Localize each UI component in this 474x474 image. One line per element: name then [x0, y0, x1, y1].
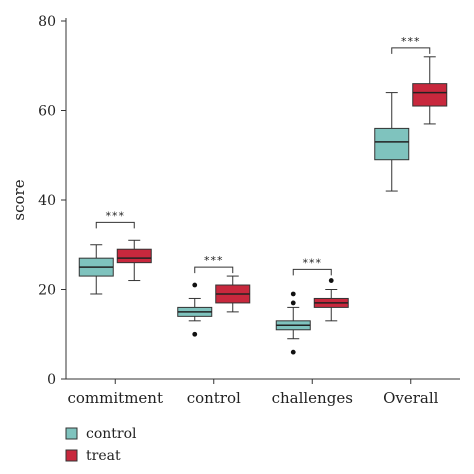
outlier-control-control-0 [192, 331, 198, 337]
x-tick-label-commitment: commitment [68, 389, 164, 407]
legend-label-control: control [86, 426, 137, 442]
significance-bracket-control [194, 266, 234, 274]
legend-label-treat: treat [86, 448, 121, 464]
significance-bracket-commitment [95, 221, 135, 229]
plot-area: 0 20 40 60 80 commitment control challenges Over… [38, 14, 460, 407]
significance-bracket-Overall [391, 47, 431, 54]
significance-label-challenges: *** [303, 256, 323, 269]
x-tick-label-control: control [187, 389, 241, 407]
y-tick-label-40: 40 [38, 193, 56, 209]
box-treat-commitment [116, 248, 152, 264]
x-tick-label-Overall: Overall [383, 389, 439, 407]
y-tick-label-0: 0 [47, 372, 56, 388]
significance-label-Overall: *** [401, 35, 421, 48]
box-treat-Overall [412, 83, 448, 107]
outlier-control-challenges-2 [290, 291, 296, 297]
outlier-control-challenges-0 [290, 349, 296, 355]
x-tick-label-challenges: challenges [272, 389, 353, 407]
y-axis-title: score [10, 179, 28, 220]
legend: control treat [65, 426, 137, 464]
outlier-treat-challenges-0 [328, 278, 334, 283]
legend-swatch-control [65, 427, 78, 440]
significance-label-control: *** [204, 254, 224, 267]
outlier-control-control-1 [192, 282, 198, 288]
y-tick-label-80: 80 [38, 14, 56, 30]
y-tick-label-60: 60 [38, 104, 56, 120]
outlier-control-challenges-1 [290, 300, 296, 306]
y-tick-label-20: 20 [38, 283, 56, 299]
significance-label-commitment: *** [106, 209, 126, 222]
box-control-Overall [374, 127, 410, 161]
significance-bracket-challenges [292, 268, 332, 276]
legend-swatch-treat [65, 449, 78, 462]
